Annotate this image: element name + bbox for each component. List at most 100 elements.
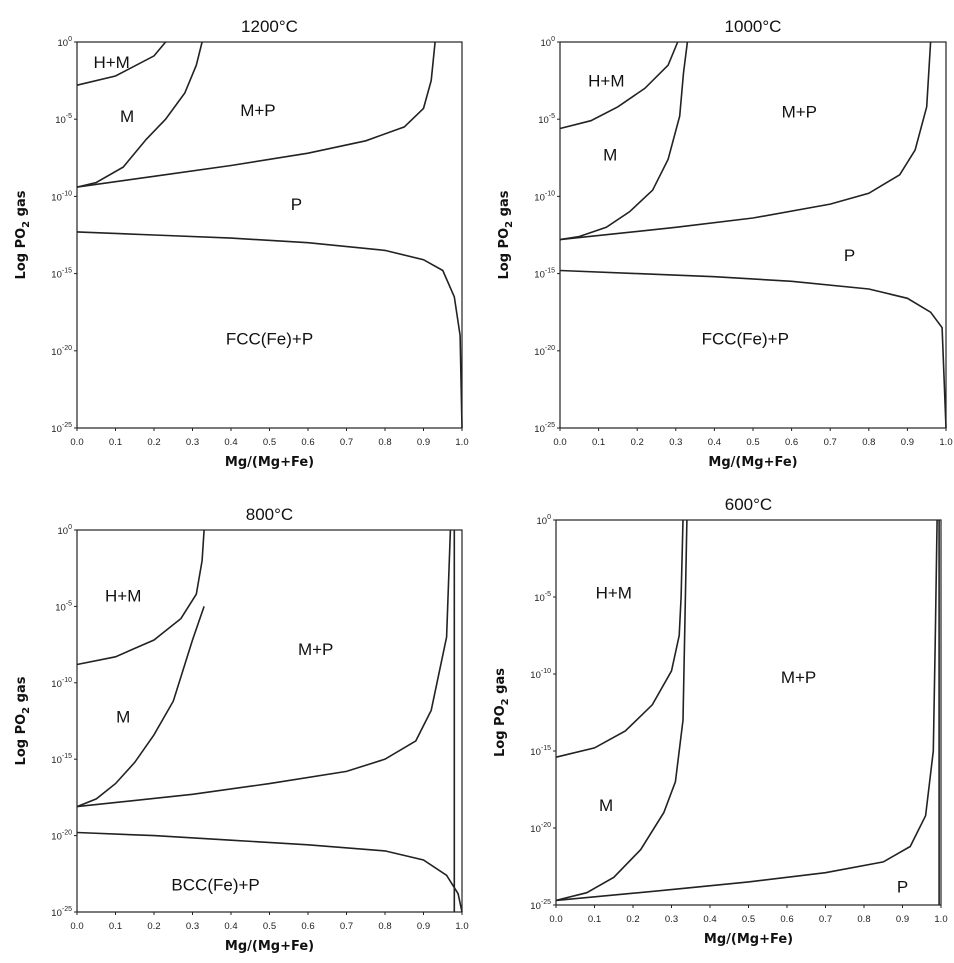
y-tick-base: 10 [537,516,548,527]
y-tick-label: 100 [537,514,552,527]
phase-boundary-2 [76,606,205,808]
y-tick-label: 10-20 [51,830,72,843]
x-tick-label: 0.4 [708,437,721,448]
y-tick-exponent: -25 [541,899,551,906]
y-tick-base: 10 [534,192,545,203]
phase-boundary-5 [76,831,463,913]
y-tick-label: 100 [541,36,556,49]
region-label: H+M [105,587,141,606]
y-tick-exponent: -20 [541,822,551,829]
chart-title: 1000°C [725,17,782,36]
region-label: P [844,246,855,265]
x-tick-label: 0.7 [340,437,353,448]
y-tick-label: 10-20 [534,345,555,358]
y-tick-exponent: -5 [549,113,555,120]
x-tick-label: 0.1 [109,437,122,448]
x-tick-label: 0.4 [703,914,716,925]
phase-boundary-1 [555,519,684,758]
region-label: H+M [93,53,129,72]
y-tick-exponent: -10 [545,190,555,197]
x-tick-label: 0.6 [301,437,314,448]
x-tick-label: 0.3 [186,437,199,448]
y-axis-label: Log PO2 gas [14,676,32,765]
x-tick-label: 0.8 [857,914,870,925]
y-tick-label: 10-20 [51,345,72,358]
x-tick-label: 0.3 [665,914,678,925]
y-tick-base: 10 [51,192,62,203]
y-tick-base: 10 [51,755,62,766]
y-tick-base: 10 [51,347,62,358]
region-label: BCC(Fe)+P [171,875,259,894]
x-tick-label: 0.9 [896,914,909,925]
region-label: M+P [240,101,275,120]
chart-title: 800°C [246,505,293,524]
phase-boundary-4 [559,269,947,429]
region-label: M+P [782,102,817,121]
y-tick-label: 10-15 [534,268,555,281]
x-tick-label: 0.2 [631,437,644,448]
y-tick-label: 10-5 [538,113,555,126]
chart-panel-1: 1200°C 0.0 0.1 0.2 0.3 0.4 0.5 0.6 0.7 0.8 0.9 1.0 1… [14,17,469,470]
y-tick-base: 10 [51,270,62,281]
chart-panel-3: 800°C 0.0 0.1 0.2 0.3 0.4 0.5 0.6 0.7 0.8 0.9 1.0 10… [14,505,469,954]
phase-boundary-2 [555,519,688,902]
y-tick-exponent: -10 [541,668,551,675]
y-tick-exponent: 0 [68,524,72,531]
x-tick-label: 0.2 [147,921,160,932]
y-tick-label: 10-25 [51,906,72,919]
y-axis-label: Log PO2 gas [493,668,511,757]
y-tick-label: 10-10 [530,668,551,681]
y-tick-label: 10-25 [530,899,551,912]
y-tick-base: 10 [530,901,541,912]
region-label: H+M [596,583,632,602]
region-label: FCC(Fe)+P [226,329,313,348]
y-tick-exponent: -20 [62,345,72,352]
y-tick-exponent: -15 [62,268,72,275]
x-tick-label: 0.9 [417,921,430,932]
y-tick-base: 10 [541,38,552,49]
chart-panel-4: 600°C 0.0 0.1 0.2 0.3 0.4 0.5 0.6 0.7 0.8 0.9 1.0 10… [493,495,948,947]
y-tick-exponent: 0 [547,514,551,521]
x-tick-label: 0.9 [417,437,430,448]
y-tick-label: 10-15 [530,745,551,758]
y-tick-exponent: -10 [62,677,72,684]
x-tick-label: 0.7 [819,914,832,925]
y-tick-exponent: -5 [66,600,72,607]
x-tick-label: 0.0 [549,914,562,925]
x-tick-label: 0.8 [378,437,391,448]
y-tick-exponent: 0 [551,36,555,43]
x-tick-label: 0.4 [224,437,237,448]
x-tick-label: 0.5 [746,437,759,448]
phase-boundary-2 [559,41,689,241]
y-tick-exponent: -20 [62,830,72,837]
y-tick-base: 10 [55,115,66,126]
phase-boundary-3 [555,519,938,902]
y-tick-base: 10 [530,670,541,681]
x-axis-label: Mg/(Mg+Fe) [225,939,314,954]
x-tick-label: 0.3 [669,437,682,448]
y-tick-base: 10 [534,347,545,358]
y-tick-base: 10 [51,424,62,435]
x-axis-label: Mg/(Mg+Fe) [708,455,797,470]
phase-boundary-4 [76,231,463,429]
x-tick-label: 0.4 [224,921,237,932]
x-tick-label: 0.6 [780,914,793,925]
x-tick-label: 0.1 [109,921,122,932]
chart-title: 1200°C [241,17,298,36]
y-tick-label: 10-15 [51,753,72,766]
y-tick-label: 10-5 [534,591,551,604]
y-tick-label: 10-10 [534,190,555,203]
y-axis-label: Log PO2 gas [497,190,515,279]
x-tick-label: 0.8 [862,437,875,448]
y-tick-exponent: 0 [68,36,72,43]
y-tick-base: 10 [51,908,62,919]
plot-frame [555,519,942,906]
x-axis-label: Mg/(Mg+Fe) [225,455,314,470]
y-tick-exponent: -15 [545,268,555,275]
x-tick-label: 0.6 [785,437,798,448]
y-tick-label: 10-20 [530,822,551,835]
y-tick-base: 10 [51,832,62,843]
x-tick-label: 0.0 [553,437,566,448]
phase-boundary-1 [76,529,205,666]
region-label: FCC(Fe)+P [702,329,789,348]
